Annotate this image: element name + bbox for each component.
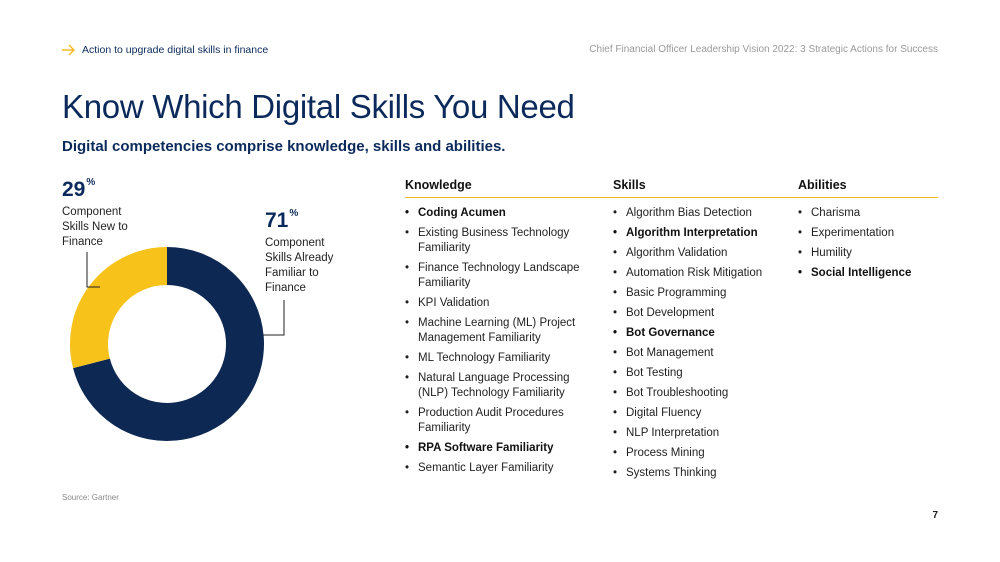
list-item: Bot Troubleshooting bbox=[613, 386, 783, 401]
list-item: Machine Learning (ML) Project Management… bbox=[405, 316, 590, 346]
list-item: RPA Software Familiarity bbox=[405, 441, 590, 456]
list-item: ML Technology Familiarity bbox=[405, 351, 590, 366]
data-label-familiar: 71% bbox=[265, 208, 299, 232]
header-divider bbox=[405, 197, 938, 198]
knowledge-list: Coding Acumen Existing Business Technolog… bbox=[405, 206, 590, 481]
list-item: Semantic Layer Familiarity bbox=[405, 461, 590, 476]
breadcrumb[interactable]: Action to upgrade digital skills in fina… bbox=[62, 44, 268, 56]
list-item: Charisma bbox=[798, 206, 938, 221]
arrow-right-icon bbox=[62, 44, 75, 56]
list-item: Coding Acumen bbox=[405, 206, 590, 221]
abilities-list: Charisma Experimentation Humility Social In… bbox=[798, 206, 938, 286]
list-item: Bot Development bbox=[613, 306, 783, 321]
abilities-heading: Abilities bbox=[798, 178, 847, 192]
list-item: Existing Business Technology Familiarity bbox=[405, 226, 590, 256]
list-item: Experimentation bbox=[798, 226, 938, 241]
leader-line-familiar bbox=[263, 300, 285, 336]
breadcrumb-label: Action to upgrade digital skills in fina… bbox=[82, 44, 269, 56]
source-note: Source: Gartner bbox=[62, 493, 119, 502]
list-item: Algorithm Validation bbox=[613, 246, 783, 261]
slice-familiar-to-finance bbox=[73, 247, 264, 441]
list-item: Production Audit Procedures Familiarity bbox=[405, 406, 590, 436]
list-item: Algorithm Bias Detection bbox=[613, 206, 783, 221]
knowledge-heading: Knowledge bbox=[405, 178, 472, 192]
document-title: Chief Financial Officer Leadership Visio… bbox=[589, 44, 938, 55]
list-item: NLP Interpretation bbox=[613, 426, 783, 441]
list-item: Humility bbox=[798, 246, 938, 261]
list-item: Bot Testing bbox=[613, 366, 783, 381]
list-item: Automation Risk Mitigation bbox=[613, 266, 783, 281]
list-item: Finance Technology Landscape Familiarity bbox=[405, 261, 590, 291]
list-item: Process Mining bbox=[613, 446, 783, 461]
list-item: Algorithm Interpretation bbox=[613, 226, 783, 241]
skills-list: Algorithm Bias Detection Algorithm Interp… bbox=[613, 206, 783, 486]
slice-new-to-finance bbox=[70, 247, 168, 369]
page-title: Know Which Digital Skills You Need bbox=[62, 88, 575, 125]
list-item: Basic Programming bbox=[613, 286, 783, 301]
page-number: 7 bbox=[932, 510, 938, 521]
list-item: Bot Management bbox=[613, 346, 783, 361]
page-subtitle: Digital competencies comprise knowledge,… bbox=[62, 138, 506, 155]
list-item: Digital Fluency bbox=[613, 406, 783, 421]
list-item: Social Intelligence bbox=[798, 266, 938, 281]
top-bar: Action to upgrade digital skills in fina… bbox=[62, 44, 938, 58]
list-item: Natural Language Processing (NLP) Techno… bbox=[405, 371, 590, 401]
data-label-new: 29% bbox=[62, 177, 96, 201]
leader-line-new bbox=[86, 252, 100, 288]
skills-heading: Skills bbox=[613, 178, 646, 192]
category-label-new: Component Skills New to Finance bbox=[62, 206, 128, 248]
list-item: KPI Validation bbox=[405, 296, 590, 311]
category-label-familiar: Component Skills Already Familiar to Fin… bbox=[265, 237, 334, 294]
list-item: Bot Governance bbox=[613, 326, 783, 341]
list-item: Systems Thinking bbox=[613, 466, 783, 481]
